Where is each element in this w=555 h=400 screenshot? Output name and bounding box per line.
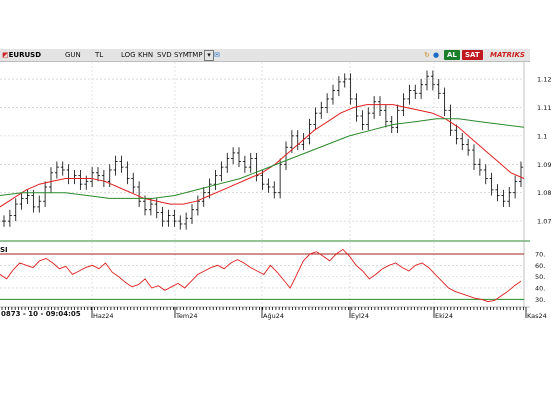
template-button[interactable]: TMP	[188, 51, 203, 59]
chart-type-icon: ◩	[2, 51, 9, 59]
rsi-tick-label: 30.	[535, 296, 545, 304]
price-tick-label: 1.1	[537, 132, 547, 140]
log-scale-button[interactable]: LOG	[121, 51, 136, 59]
period-button[interactable]: GUN	[65, 51, 81, 59]
matriks-logo: MATRIKS	[490, 51, 525, 59]
month-label: Tem24	[175, 312, 197, 320]
time-axis: 0873 - 10 - 09:04:05	[0, 309, 530, 319]
month-label: Ağu24	[263, 312, 284, 320]
price-tick-label: 1.07	[537, 218, 551, 226]
refresh-icon[interactable]: ↻	[424, 51, 430, 59]
moving-average-short-line	[0, 104, 525, 208]
symbol-label[interactable]: ◩EURUSD	[2, 51, 42, 59]
chevron-down-icon[interactable]: ▾	[204, 50, 214, 61]
rsi-tick-label: 60.	[535, 262, 545, 270]
month-label: Haz24	[93, 312, 114, 320]
currency-button[interactable]: TL	[95, 51, 104, 59]
rsi-tick-label: 40.	[535, 284, 545, 292]
month-label: Eki24	[435, 312, 453, 320]
chart-toolbar: ◩EURUSD GUN TL LOG KHN SVD SYM TMP ▾ ✉ ↻…	[0, 49, 530, 62]
moving-average-long-line	[0, 118, 525, 199]
rsi-line	[0, 248, 522, 303]
rsi-tick-label: 50.	[535, 273, 545, 281]
price-tick-label: 1.11	[537, 104, 551, 112]
info-icon[interactable]: ●	[433, 51, 440, 59]
save-button[interactable]: SVD	[157, 51, 172, 59]
rsi-label: SI	[0, 246, 8, 254]
cursor-readout: 0873 - 10 - 09:04:05	[1, 310, 81, 318]
sell-button[interactable]: SAT	[462, 50, 483, 60]
rsi-tick-label: 70.	[535, 250, 545, 258]
buy-button[interactable]: AL	[444, 50, 460, 60]
month-label: Kas24	[527, 312, 547, 320]
month-label: Eyl24	[351, 312, 369, 320]
price-tick-label: 1.09	[537, 161, 551, 169]
share-icon[interactable]: ✉	[214, 51, 220, 59]
candle-button[interactable]: KHN	[138, 51, 154, 59]
price-tick-label: 1.08	[537, 189, 551, 197]
symbol-button[interactable]: SYM	[174, 51, 189, 59]
price-tick-label: 1.12	[537, 76, 551, 84]
